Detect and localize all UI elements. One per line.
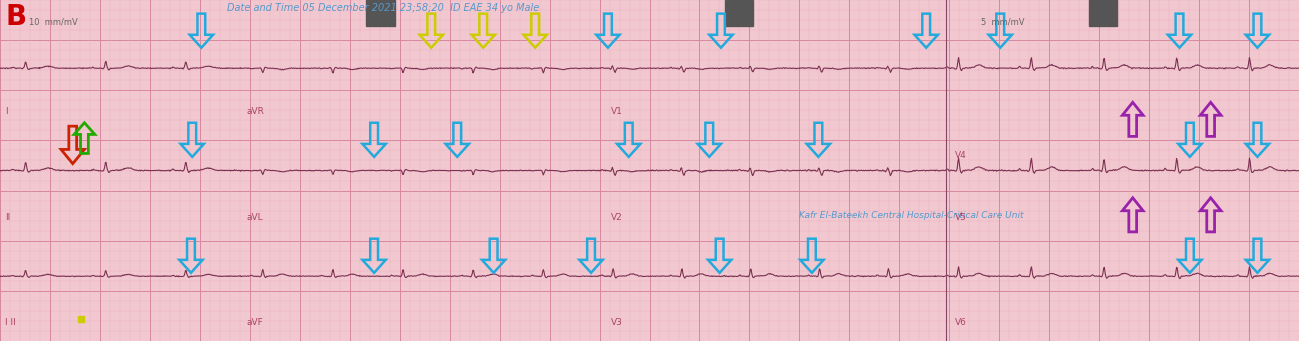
Text: V2: V2 xyxy=(611,213,622,222)
Text: aVR: aVR xyxy=(247,107,265,116)
Text: aVL: aVL xyxy=(247,213,264,222)
Bar xyxy=(1089,0,1117,26)
Bar xyxy=(366,0,395,26)
Bar xyxy=(725,0,753,26)
Text: V3: V3 xyxy=(611,318,622,327)
Text: I II: I II xyxy=(5,318,16,327)
Text: II: II xyxy=(5,213,10,222)
Text: V5: V5 xyxy=(955,213,966,222)
Text: Kafr El-Bateekh Central Hospital-Critical Care Unit: Kafr El-Bateekh Central Hospital-Critica… xyxy=(799,211,1024,220)
Text: 5  mm/mV: 5 mm/mV xyxy=(981,17,1024,26)
Text: Date and Time 05 December 2021 23;58;20  ID EAE 34 yo Male: Date and Time 05 December 2021 23;58;20 … xyxy=(227,3,539,13)
Text: B: B xyxy=(5,3,26,31)
Text: V4: V4 xyxy=(955,151,966,160)
Text: I: I xyxy=(5,107,8,116)
Text: aVF: aVF xyxy=(247,318,264,327)
Text: 10  mm/mV: 10 mm/mV xyxy=(29,17,78,26)
Text: V6: V6 xyxy=(955,318,966,327)
Text: V1: V1 xyxy=(611,107,622,116)
